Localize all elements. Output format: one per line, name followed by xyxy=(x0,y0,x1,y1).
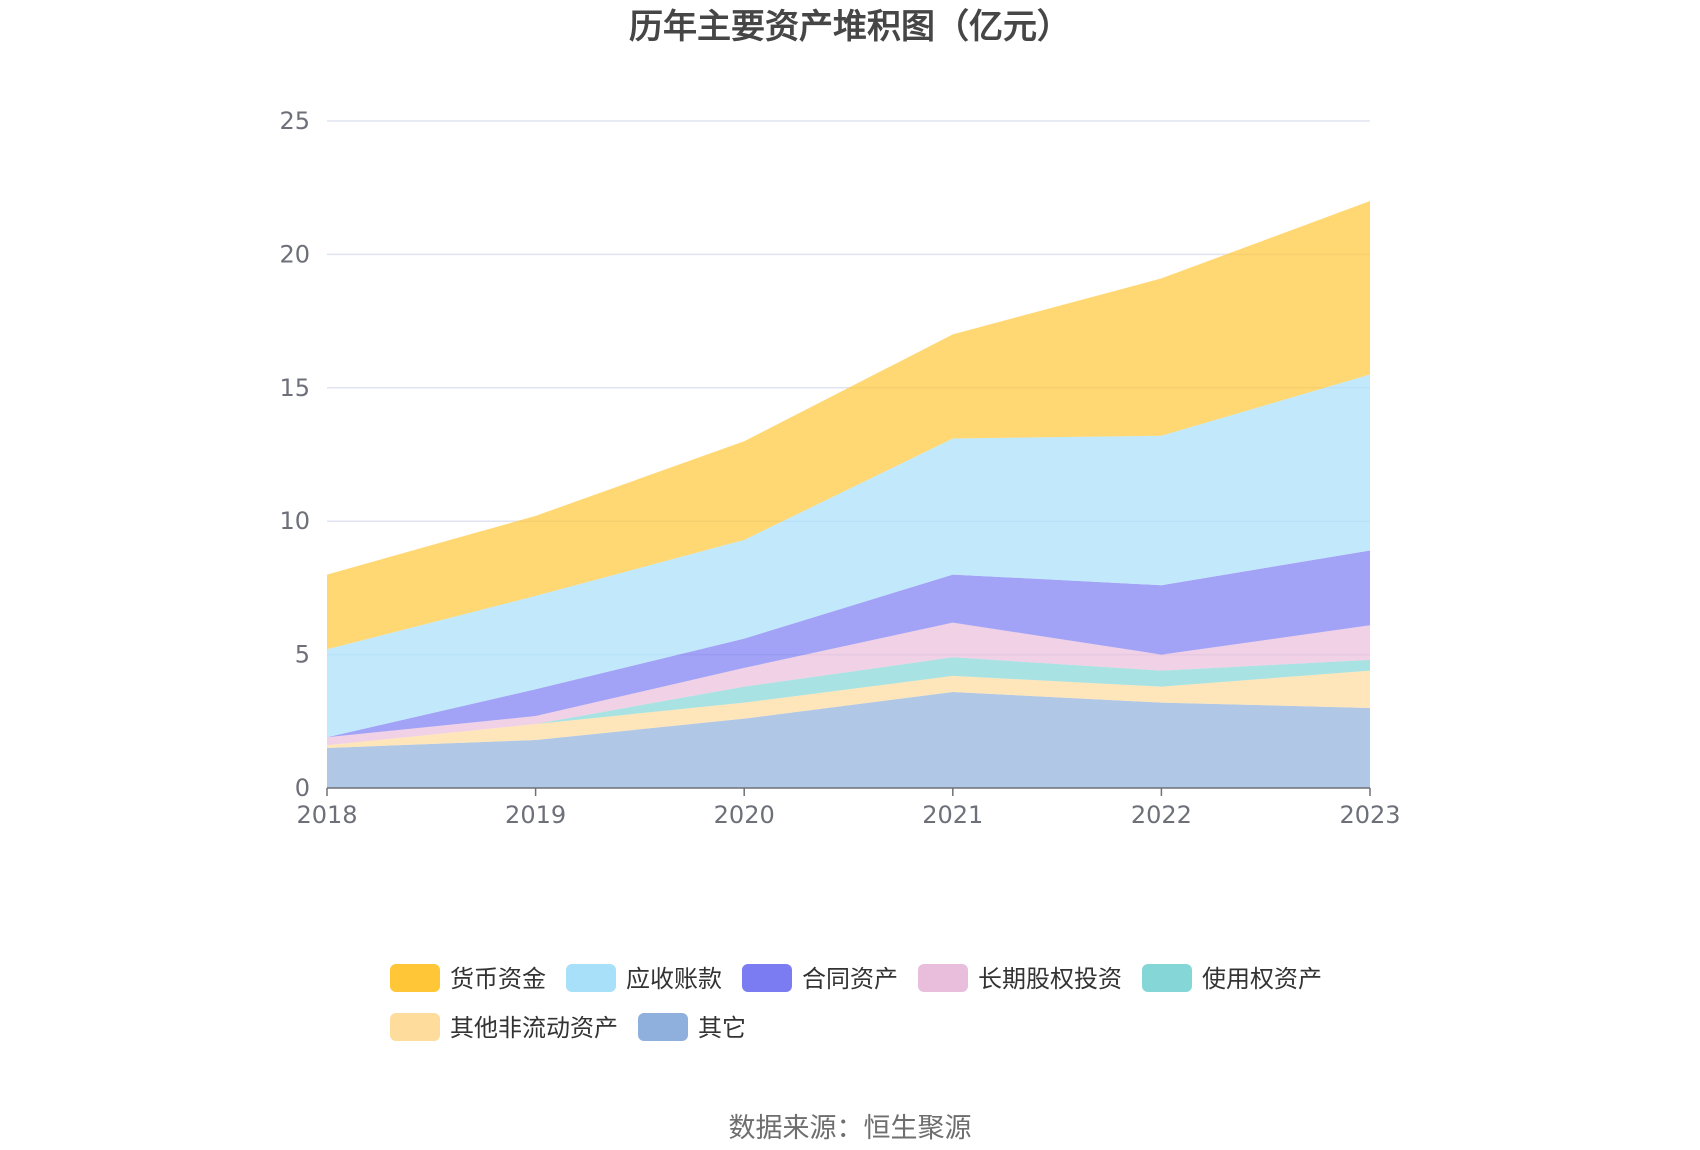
area-series-2[interactable] xyxy=(327,657,1370,746)
x-tick-label: 2020 xyxy=(714,801,775,829)
legend-label: 货币资金 xyxy=(450,965,546,993)
area-series-3[interactable] xyxy=(327,622,1370,746)
legend-swatch xyxy=(1142,964,1192,992)
area-series-4[interactable] xyxy=(327,550,1370,738)
legend-item[interactable]: 其他非流动资产 xyxy=(390,1013,618,1042)
y-tick-label: 25 xyxy=(279,107,310,135)
area-series-0[interactable] xyxy=(327,692,1370,788)
y-tick-label: 15 xyxy=(279,374,310,402)
legend-label: 长期股权投资 xyxy=(978,965,1122,993)
legend-swatch xyxy=(742,964,792,992)
legend-swatch xyxy=(566,964,616,992)
area-series-1[interactable] xyxy=(327,670,1370,748)
x-tick-label: 2022 xyxy=(1131,801,1192,829)
plot-area xyxy=(327,201,1370,788)
legend-item[interactable]: 货币资金 xyxy=(390,964,546,993)
legend-label: 其它 xyxy=(698,1014,746,1042)
y-tick-label: 20 xyxy=(279,240,310,268)
x-tick-label: 2019 xyxy=(505,801,566,829)
legend-item[interactable]: 合同资产 xyxy=(742,964,898,993)
x-tick-label: 2023 xyxy=(1339,801,1400,829)
legend-label: 使用权资产 xyxy=(1202,965,1322,993)
legend-item[interactable]: 其它 xyxy=(638,1013,746,1042)
legend-item[interactable]: 应收账款 xyxy=(566,964,722,993)
legend-label: 合同资产 xyxy=(802,965,898,993)
legend-swatch xyxy=(638,1013,688,1041)
legend-swatch xyxy=(390,964,440,992)
y-tick-label: 5 xyxy=(295,641,310,669)
chart-title: 历年主要资产堆积图（亿元） xyxy=(629,7,1071,47)
legend-label: 其他非流动资产 xyxy=(450,1014,618,1042)
area-series-5[interactable] xyxy=(327,374,1370,738)
x-tick-label: 2021 xyxy=(922,801,983,829)
legend-item[interactable]: 使用权资产 xyxy=(1142,964,1322,993)
source-note: 数据来源：恒生聚源 xyxy=(729,1113,972,1144)
legend-label: 应收账款 xyxy=(626,965,722,993)
legend-swatch xyxy=(918,964,968,992)
y-tick-label: 10 xyxy=(279,507,310,535)
x-tick-label: 2018 xyxy=(296,801,357,829)
area-series-6[interactable] xyxy=(327,201,1370,650)
y-tick-label: 0 xyxy=(295,774,310,802)
legend-item[interactable]: 长期股权投资 xyxy=(918,964,1122,993)
legend-swatch xyxy=(390,1013,440,1041)
axes: 2018 2019 2020 2021 2022 2023 xyxy=(296,787,1401,829)
